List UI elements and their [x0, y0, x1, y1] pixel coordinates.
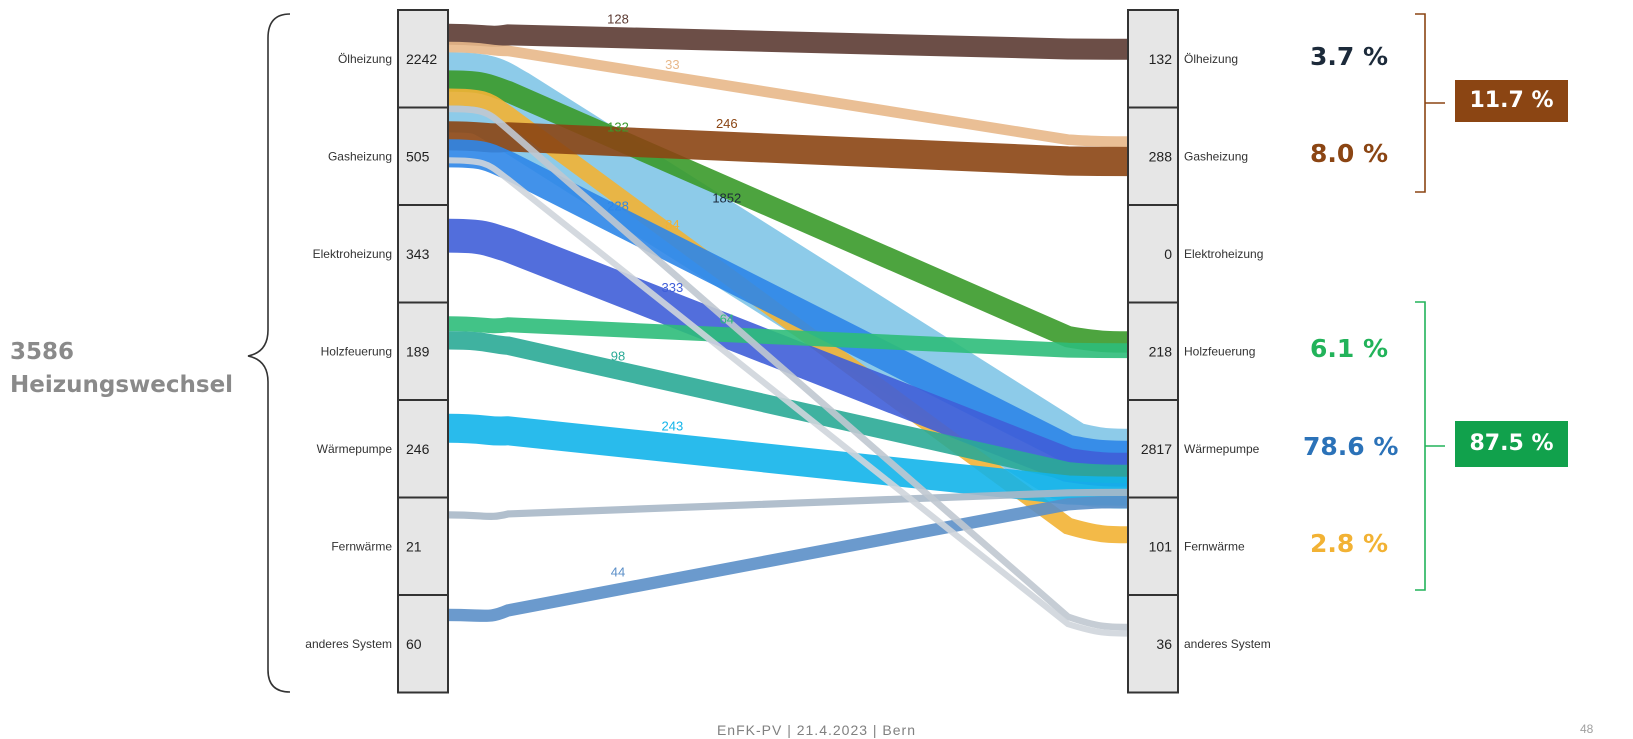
right-node-value: 288	[1149, 148, 1173, 164]
right-node-box	[1127, 106, 1179, 206]
flow-link	[447, 23, 1129, 60]
right-node-name: Ölheizung	[1184, 52, 1238, 66]
flow-link	[447, 121, 1129, 177]
total-caption: Heizungswechsel	[10, 372, 234, 398]
flow-value-label: 228	[607, 199, 629, 214]
left-node-name: Gasheizung	[328, 149, 392, 163]
flow-value-label: 132	[607, 120, 629, 135]
bracket-renewable	[1415, 301, 1445, 591]
right-node-name: anderes System	[1184, 637, 1271, 651]
right-node-value: 101	[1149, 538, 1173, 554]
flow-link	[447, 331, 1129, 484]
flow-link	[447, 105, 1129, 631]
share-percentage: 6.1 %	[1310, 334, 1389, 364]
share-percentage: 2.8 %	[1310, 529, 1389, 559]
left-node-value: 60	[406, 636, 422, 652]
flow-value-label: 243	[662, 419, 684, 434]
right-node-name: Wärmepumpe	[1184, 442, 1260, 456]
right-node-box	[1127, 9, 1179, 109]
left-node-value: 343	[406, 246, 430, 262]
flow-link	[447, 70, 1129, 353]
flow-value-label: 64	[720, 311, 734, 326]
left-node-name: Wärmepumpe	[317, 442, 393, 456]
flow-value-label: 333	[662, 280, 684, 295]
right-node-value: 0	[1164, 246, 1172, 262]
right-node-name: Holzfeuerung	[1184, 344, 1255, 358]
total-count: 3586	[10, 339, 75, 365]
flow-link	[447, 157, 1129, 637]
renewable-share-value: 87.5 %	[1469, 431, 1554, 456]
right-node-name: Gasheizung	[1184, 149, 1248, 163]
right-node-name: Fernwärme	[1184, 539, 1245, 553]
left-node-name: Fernwärme	[331, 539, 392, 553]
right-node-value: 132	[1149, 51, 1173, 67]
left-node-name: anderes System	[305, 637, 392, 651]
left-node-value: 2242	[406, 51, 437, 67]
flow-link	[447, 41, 1129, 147]
left-node-value: 505	[406, 148, 430, 164]
right-node-value: 2817	[1141, 441, 1172, 457]
right-node-box	[1127, 594, 1179, 694]
bracket-fossil	[1415, 13, 1445, 193]
left-node-value: 246	[406, 441, 430, 457]
flow-value-label: 246	[716, 116, 738, 131]
footer: EnFK-PV | 21.4.2023 | Bern	[716, 722, 917, 738]
left-node-name: Elektroheizung	[313, 247, 392, 261]
flow-value-label: 1852	[712, 191, 741, 206]
flow-value-label: 98	[611, 349, 625, 364]
flow-value-label: 33	[665, 57, 679, 72]
fossil-share-value: 11.7 %	[1469, 88, 1554, 113]
flow-link	[447, 495, 1129, 622]
left-node-box	[397, 9, 449, 109]
share-percentage: 8.0 %	[1310, 139, 1389, 169]
share-percentage: 3.7 %	[1310, 41, 1389, 71]
right-node-value: 36	[1156, 636, 1172, 652]
share-percentage: 78.6 %	[1303, 431, 1399, 461]
total-changes-label: 3586 Heizungswechsel	[10, 336, 233, 402]
page-number: 48	[1580, 722, 1594, 736]
left-node-name: Holzfeuerung	[321, 344, 392, 358]
right-node-name: Elektroheizung	[1184, 247, 1263, 261]
right-node-box	[1127, 301, 1179, 401]
flow-value-label: 128	[607, 12, 629, 27]
renewable-share-box: 87.5 %	[1455, 421, 1568, 467]
flow-value-label: 44	[611, 565, 625, 580]
fossil-share-box: 11.7 %	[1455, 80, 1568, 122]
left-node-value: 189	[406, 343, 430, 359]
left-node-box	[397, 399, 449, 499]
flow-link	[447, 88, 1129, 544]
left-node-box	[397, 204, 449, 304]
left-brace	[247, 13, 291, 693]
flow-value-label: 84	[665, 217, 679, 232]
left-node-name: Ölheizung	[338, 52, 392, 66]
flow-link	[447, 488, 1129, 520]
left-node-box	[397, 594, 449, 694]
flow-link	[447, 316, 1129, 359]
right-node-box	[1127, 496, 1179, 596]
right-node-value: 218	[1149, 343, 1173, 359]
left-node-value: 21	[406, 538, 422, 554]
